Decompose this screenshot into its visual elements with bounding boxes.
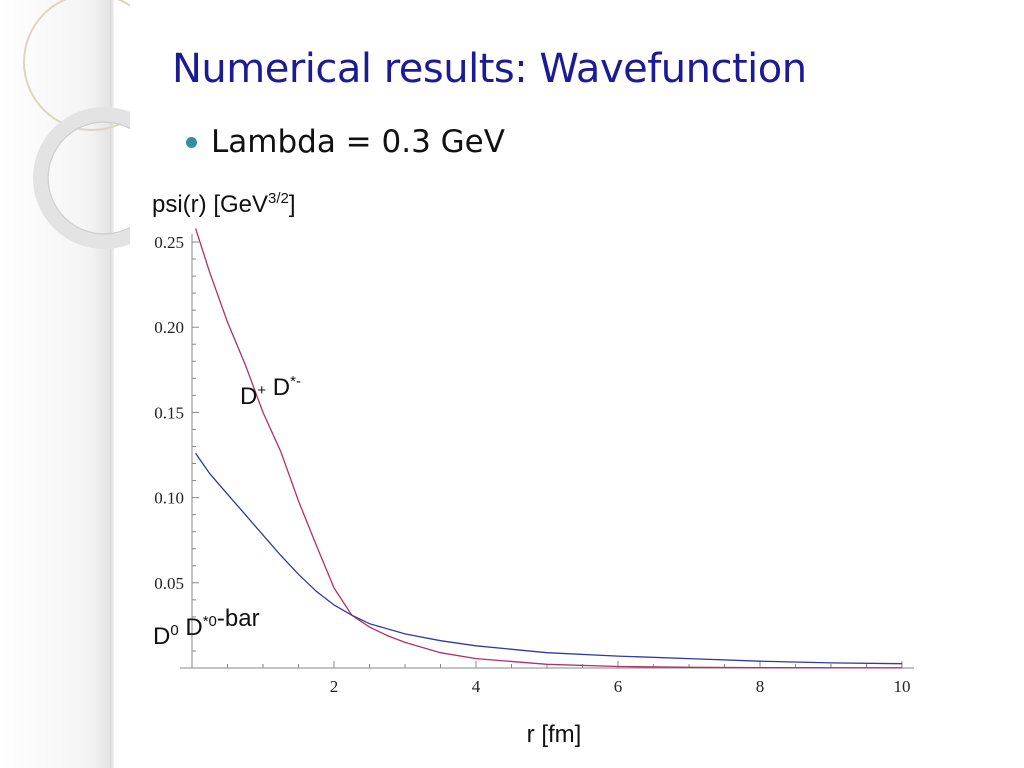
x-axis-label: r [fm] [527, 721, 582, 748]
series-label-part: D [153, 623, 170, 650]
series-label-part: D [240, 383, 257, 410]
y-axis-label-base: psi(r) [GeV [152, 191, 268, 218]
series-line-1 [194, 228, 903, 669]
series-label-2: D0 D*0-bar [153, 605, 260, 650]
bullet-item: Lambda = 0.3 GeV [186, 124, 505, 160]
x-tick-label: 8 [756, 677, 765, 696]
series-label-part: -bar [217, 605, 260, 632]
series-label-sup: + [257, 382, 266, 399]
y-axis-label-tail: ] [289, 191, 296, 218]
ring-outline [23, 0, 130, 131]
x-tick-label: 6 [614, 677, 623, 696]
bullet-dot-icon [186, 136, 197, 148]
series-labels: D+ D*-D0 D*0-bar [153, 373, 301, 650]
side-band-edge [110, 0, 114, 768]
y-tick-label: 0.20 [154, 318, 184, 337]
ring-inner [47, 121, 130, 235]
series-label-part: D [266, 374, 290, 401]
x-tick-label: 4 [472, 677, 481, 696]
x-tick-label: 2 [330, 677, 339, 696]
decorative-rings [23, 0, 130, 249]
y-tick-label: 0.05 [154, 574, 184, 593]
ring-thick [33, 107, 130, 249]
series-lines [194, 228, 903, 669]
series-line-2 [195, 452, 903, 665]
series-label-sup: *- [290, 373, 301, 390]
series-label-sup: 0 [170, 622, 178, 639]
axes: 2 4 6 8 10 0.05 0.10 0.15 0.20 0.25 [154, 233, 914, 696]
y-tick-label: 0.25 [154, 233, 184, 252]
y-tick-label: 0.10 [154, 489, 184, 508]
bullet-text: Lambda = 0.3 GeV [211, 124, 505, 160]
y-axis-label: psi(r) [GeV3/2] [152, 190, 296, 218]
slide-title: Numerical results: Wavefunction [172, 46, 807, 92]
y-axis-label-sup: 3/2 [268, 190, 289, 207]
series-label-1: D+ D*- [240, 373, 301, 410]
x-tick-label: 10 [894, 677, 911, 696]
series-label-part: D [179, 614, 203, 641]
series-label-sup: *0 [203, 613, 217, 630]
y-tick-label: 0.15 [154, 403, 184, 422]
